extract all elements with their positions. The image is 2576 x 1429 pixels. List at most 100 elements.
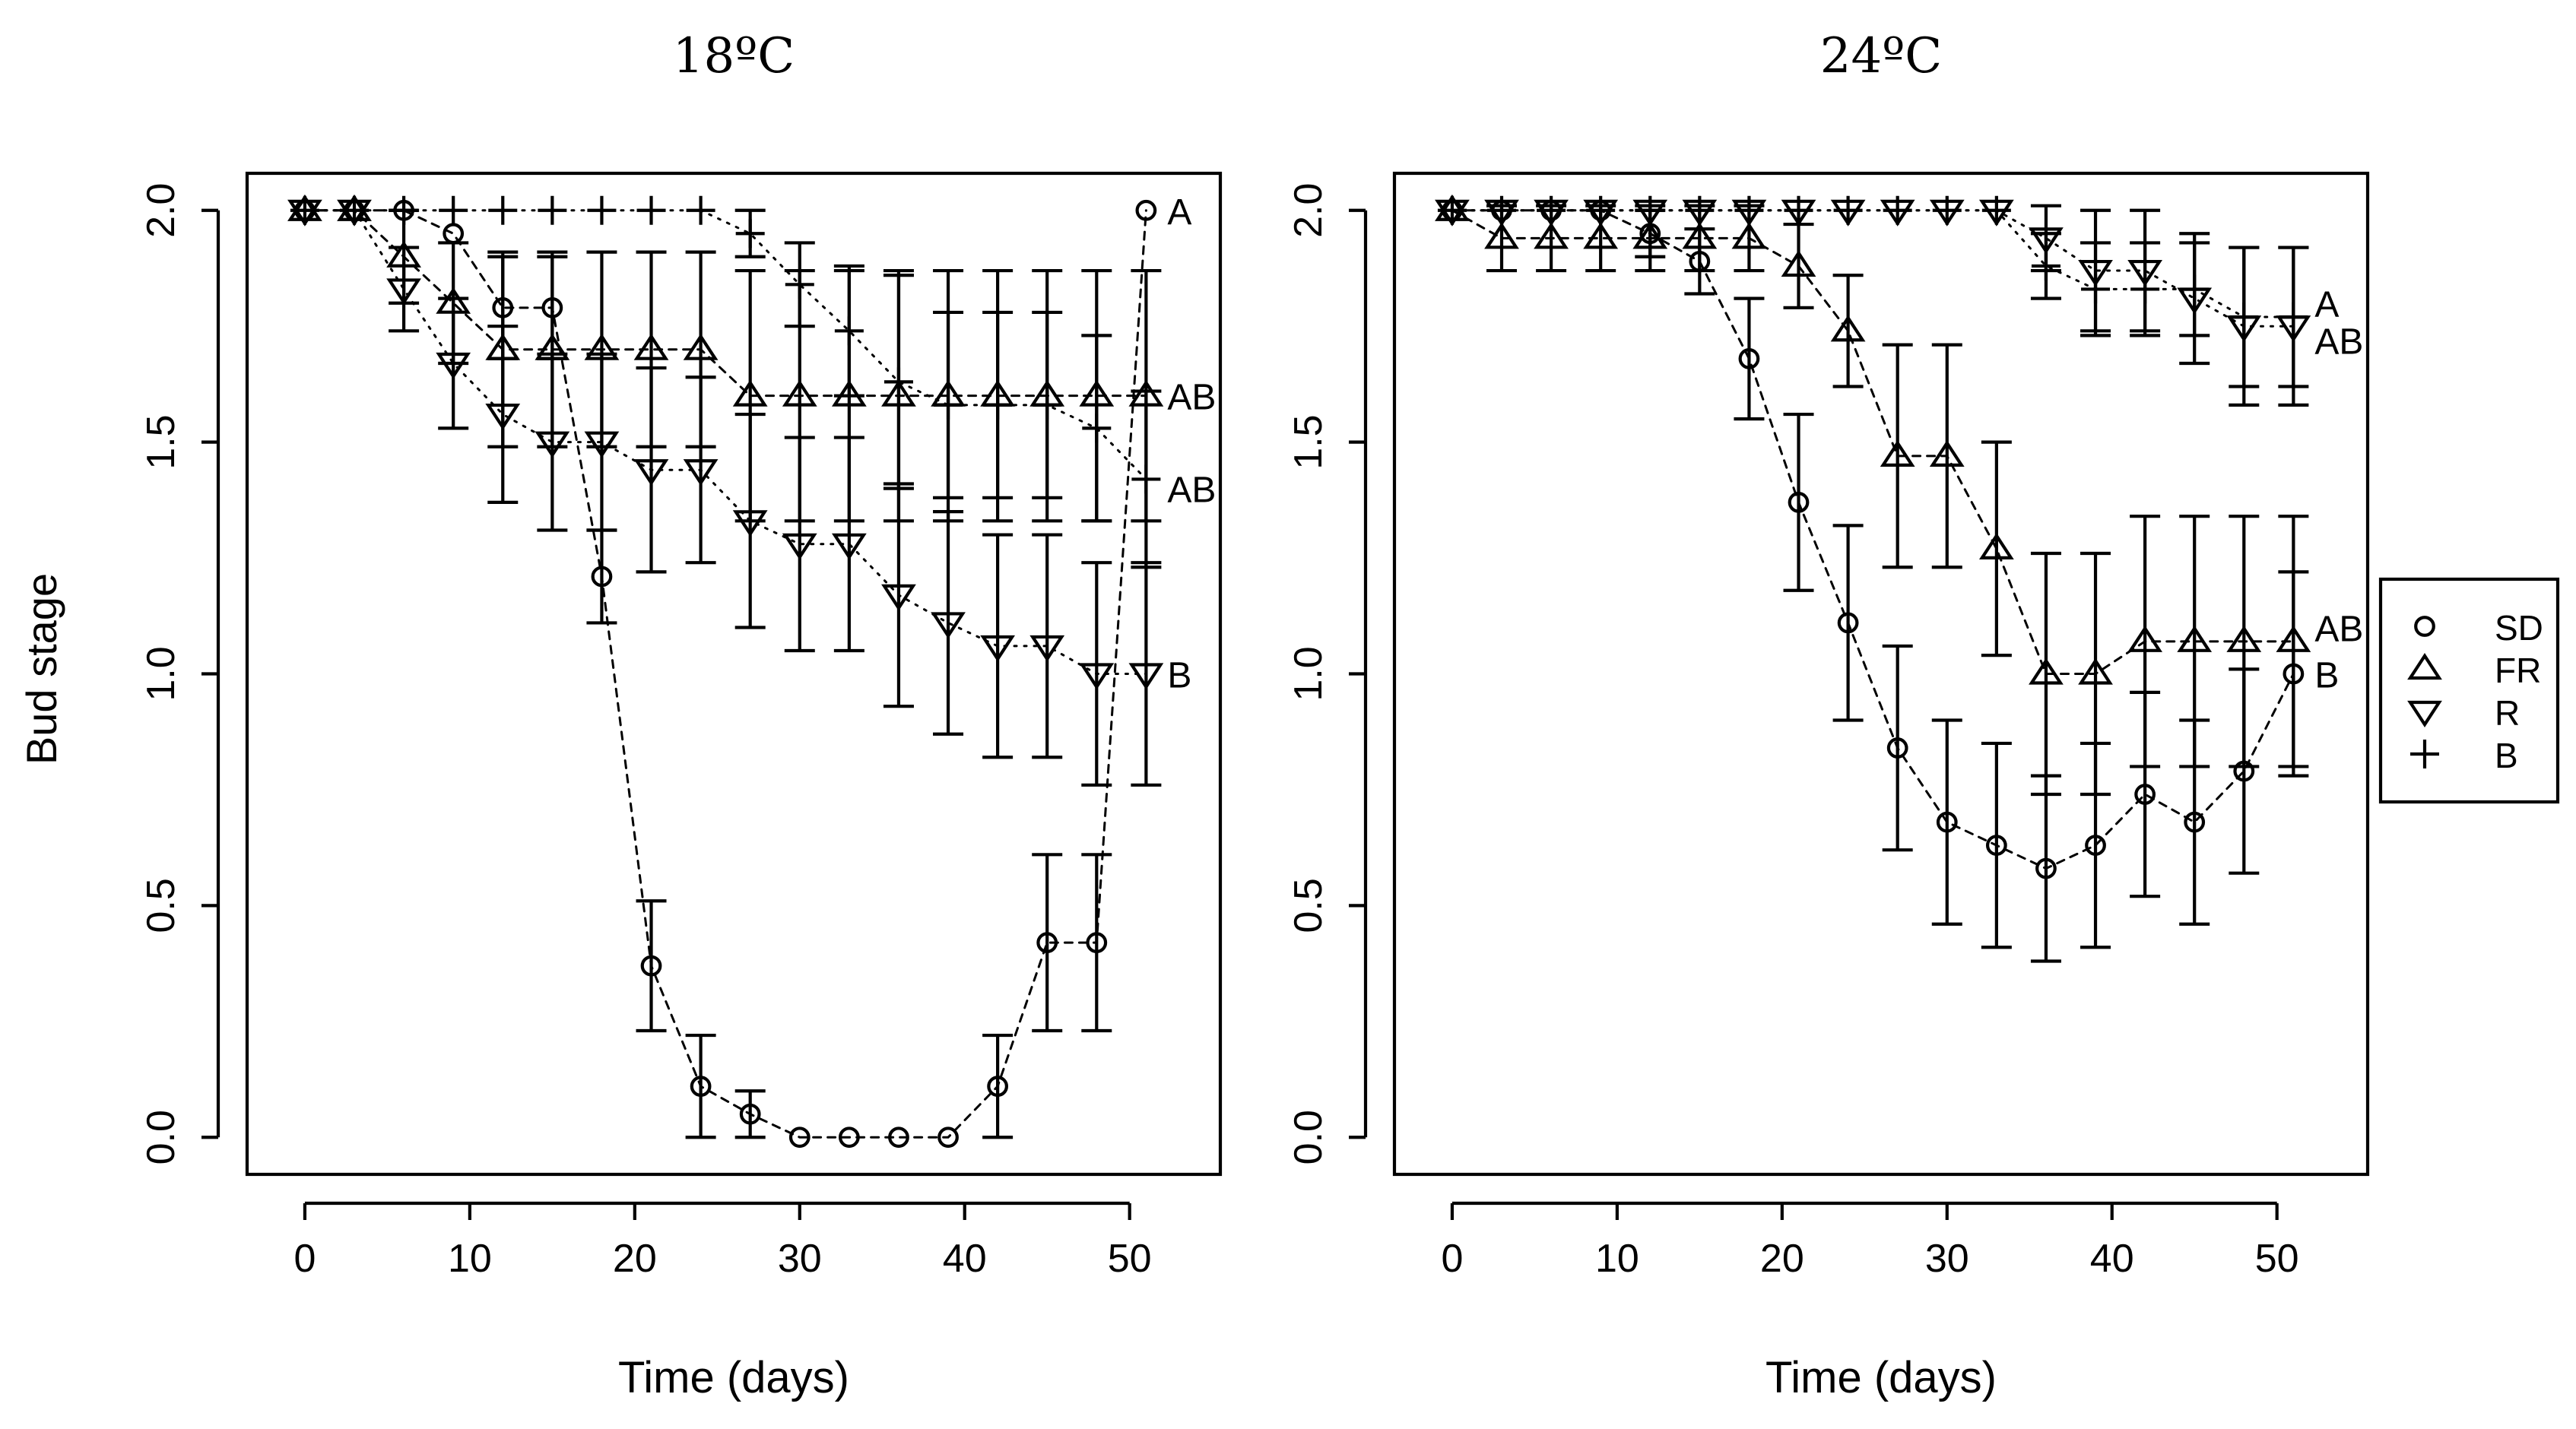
data-point bbox=[1734, 195, 1764, 225]
data-point bbox=[538, 195, 567, 225]
data-point bbox=[739, 1103, 761, 1125]
y-tick-label: 2.0 bbox=[1286, 183, 1331, 238]
data-point bbox=[1128, 663, 1164, 690]
series-r bbox=[287, 199, 1164, 787]
error-bar bbox=[438, 296, 469, 430]
data-point bbox=[439, 195, 468, 225]
data-point bbox=[1484, 222, 1519, 249]
x-tick-label: 30 bbox=[1925, 1237, 1969, 1281]
data-point bbox=[443, 223, 465, 245]
error-bar bbox=[1981, 440, 2012, 657]
series-fr bbox=[287, 194, 1164, 523]
data-point bbox=[1788, 492, 1810, 513]
error-bar bbox=[636, 899, 667, 1033]
panel-title: 24ºC bbox=[1820, 28, 1943, 84]
error-bar bbox=[1032, 853, 1063, 1033]
data-point bbox=[2085, 835, 2106, 856]
error-bar bbox=[537, 352, 568, 532]
significance-label: B bbox=[1167, 656, 1191, 696]
significance-label: AB bbox=[1167, 378, 1216, 418]
plot-frame bbox=[245, 171, 1223, 1177]
data-point bbox=[987, 1076, 1008, 1098]
data-point bbox=[788, 1126, 811, 1149]
data-point bbox=[1936, 811, 1958, 833]
legend-marker bbox=[2407, 700, 2442, 727]
error-bar bbox=[1081, 561, 1112, 787]
error-bar bbox=[1783, 222, 1814, 309]
error-bar bbox=[2030, 551, 2061, 797]
y-tick-label: 1.5 bbox=[139, 414, 183, 469]
series-line bbox=[303, 209, 1147, 480]
data-point bbox=[1880, 439, 1915, 467]
data-point bbox=[436, 352, 471, 379]
significance-label: AB bbox=[2314, 610, 2363, 650]
panel-24c: 24ºC 0 10 20 30 40 50 Time (days) 0.0 0.5 1.0 1.5 2.… bbox=[1286, 28, 2370, 1402]
data-point bbox=[686, 195, 715, 225]
data-point bbox=[1833, 195, 1863, 225]
data-point bbox=[340, 195, 370, 225]
data-point bbox=[831, 379, 867, 407]
significance-label: AB bbox=[1167, 471, 1216, 511]
data-point bbox=[683, 459, 719, 486]
legend-label: FR bbox=[2495, 651, 2541, 690]
data-point bbox=[290, 195, 319, 225]
error-bar bbox=[2179, 515, 2210, 768]
data-point bbox=[1837, 612, 1859, 634]
data-point bbox=[881, 584, 916, 611]
error-bar bbox=[1081, 853, 1112, 1033]
data-point bbox=[535, 431, 570, 458]
data-point bbox=[937, 1126, 959, 1149]
data-point bbox=[1682, 222, 1718, 249]
data-point bbox=[2177, 625, 2213, 652]
data-point bbox=[931, 612, 966, 639]
data-point bbox=[2130, 274, 2160, 304]
series-b bbox=[1437, 195, 2309, 388]
error-bar bbox=[1882, 343, 1913, 569]
legend-marker bbox=[2410, 740, 2439, 768]
panel-18c: 18ºC 0 10 20 30 40 50 Time (days) 0.0 0.5 1.0 1.5 2.… bbox=[139, 28, 1223, 1402]
data-point bbox=[1784, 195, 1813, 225]
y-tick-label: 1.0 bbox=[139, 646, 183, 701]
error-bar bbox=[2229, 515, 2260, 768]
legend-label: R bbox=[2495, 693, 2520, 733]
data-point bbox=[2226, 625, 2262, 652]
data-point bbox=[2279, 303, 2308, 332]
legend-label: SD bbox=[2495, 608, 2543, 648]
data-point bbox=[2081, 274, 2111, 304]
y-tick-label: 0.0 bbox=[139, 1110, 183, 1164]
data-point bbox=[1932, 195, 1962, 225]
data-point bbox=[884, 367, 913, 397]
series-b bbox=[290, 195, 1162, 569]
error-bar bbox=[982, 533, 1014, 759]
data-point bbox=[633, 333, 669, 360]
x-tick-label: 40 bbox=[2090, 1237, 2134, 1281]
data-point bbox=[1830, 315, 1866, 342]
error-bar bbox=[833, 436, 864, 653]
data-point bbox=[1583, 222, 1619, 249]
data-point bbox=[732, 510, 768, 537]
data-point bbox=[1635, 195, 1665, 225]
error-bar bbox=[685, 1033, 716, 1139]
error-bar bbox=[1783, 412, 1814, 592]
data-point bbox=[834, 316, 864, 346]
error-bar bbox=[1832, 274, 1864, 388]
error-bar bbox=[1882, 644, 1913, 852]
data-point bbox=[1781, 250, 1816, 277]
data-point bbox=[785, 270, 814, 299]
error-bar bbox=[2130, 515, 2161, 768]
x-tick-label: 0 bbox=[1441, 1237, 1463, 1281]
x-axis-label: Time (days) bbox=[618, 1353, 849, 1402]
error-bar bbox=[734, 1089, 766, 1139]
error-bar bbox=[2278, 515, 2309, 768]
data-point bbox=[1437, 195, 1467, 225]
data-point bbox=[1079, 663, 1115, 690]
data-point bbox=[633, 459, 669, 486]
data-point bbox=[1731, 222, 1767, 249]
data-point bbox=[1086, 932, 1108, 954]
data-point bbox=[2276, 625, 2311, 652]
data-point bbox=[584, 431, 620, 458]
error-bar bbox=[1931, 343, 1962, 569]
legend-label: B bbox=[2495, 736, 2518, 775]
error-bar bbox=[2030, 774, 2061, 963]
